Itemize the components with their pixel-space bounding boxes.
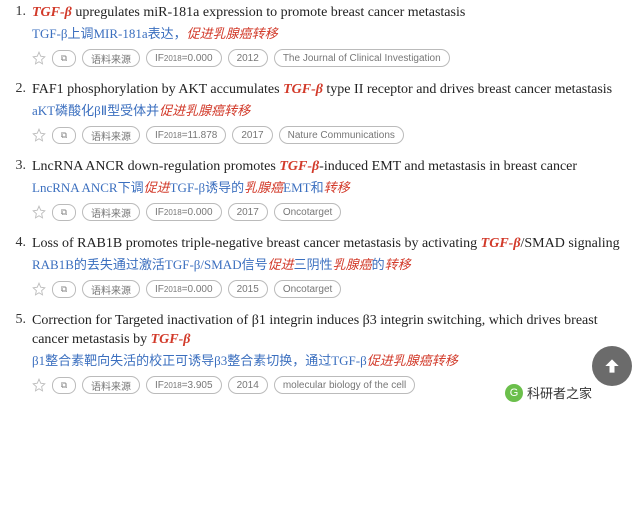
copy-icon[interactable]: ⧉	[52, 204, 76, 221]
star-icon[interactable]	[32, 205, 46, 219]
item-number: 4.	[8, 235, 32, 298]
result-item: 5.Correction for Targeted inactivation o…	[8, 312, 632, 394]
journal-pill[interactable]: The Journal of Clinical Investigation	[274, 49, 450, 67]
star-icon[interactable]	[32, 128, 46, 142]
year-pill: 2017	[232, 126, 272, 144]
copy-icon[interactable]: ⧉	[52, 127, 76, 144]
title-en[interactable]: Loss of RAB1B promotes triple-negative b…	[32, 235, 632, 254]
item-number: 5.	[8, 312, 32, 394]
impact-factor-pill: IF2018=0.000	[146, 49, 222, 67]
footer-logo-text: 科研者之家	[527, 383, 592, 402]
year-pill: 2017	[228, 203, 268, 221]
meta-row: ⧉ 语料来源 IF2018=0.000 2012 The Journal of Clin…	[32, 49, 632, 67]
journal-pill[interactable]: Oncotarget	[274, 203, 341, 221]
year-pill: 2012	[228, 49, 268, 67]
journal-pill[interactable]: Oncotarget	[274, 280, 341, 298]
copy-icon[interactable]: ⧉	[52, 281, 76, 298]
title-cn: TGF-β上调MIR-181a表达，促进乳腺癌转移	[32, 25, 632, 43]
year-pill: 2014	[228, 376, 268, 394]
source-pill[interactable]: 语料来源	[82, 203, 140, 221]
result-list: 1.TGF-β upregulates miR-181a expression …	[0, 0, 640, 412]
footer-logo-icon: G	[505, 384, 523, 402]
result-item: 4.Loss of RAB1B promotes triple-negative…	[8, 235, 632, 298]
journal-pill[interactable]: molecular biology of the cell	[274, 376, 415, 394]
meta-row: ⧉ 语料来源 IF2018=0.000 2015 Oncotarget	[32, 280, 632, 298]
impact-factor-pill: IF2018=3.905	[146, 376, 222, 394]
source-pill[interactable]: 语料来源	[82, 49, 140, 67]
result-item: 2.FAF1 phosphorylation by AKT accumulate…	[8, 81, 632, 144]
title-cn: aKT磷酸化βⅡ型受体并促进乳腺癌转移	[32, 102, 632, 120]
item-number: 1.	[8, 4, 32, 67]
source-pill[interactable]: 语料来源	[82, 280, 140, 298]
star-icon[interactable]	[32, 51, 46, 65]
source-pill[interactable]: 语料来源	[82, 376, 140, 394]
title-cn: RAB1B的丢失通过激活TGF-β/SMAD信号促进三阴性乳腺癌的转移	[32, 256, 632, 274]
scroll-top-button[interactable]	[592, 346, 632, 386]
footer-logo: G 科研者之家	[505, 383, 592, 402]
star-icon[interactable]	[32, 282, 46, 296]
item-number: 2.	[8, 81, 32, 144]
journal-pill[interactable]: Nature Communications	[279, 126, 404, 144]
title-cn: β1整合素靶向失活的校正可诱导β3整合素切换，通过TGF-β促进乳腺癌转移	[32, 352, 632, 370]
star-icon[interactable]	[32, 378, 46, 392]
meta-row: ⧉ 语料来源 IF2018=0.000 2017 Oncotarget	[32, 203, 632, 221]
copy-icon[interactable]: ⧉	[52, 377, 76, 394]
impact-factor-pill: IF2018=0.000	[146, 280, 222, 298]
copy-icon[interactable]: ⧉	[52, 50, 76, 67]
source-pill[interactable]: 语料来源	[82, 126, 140, 144]
year-pill: 2015	[228, 280, 268, 298]
result-item: 3.LncRNA ANCR down-regulation promotes T…	[8, 158, 632, 221]
title-en[interactable]: FAF1 phosphorylation by AKT accumulates …	[32, 81, 632, 100]
impact-factor-pill: IF2018=0.000	[146, 203, 222, 221]
title-en[interactable]: LncRNA ANCR down-regulation promotes TGF…	[32, 158, 632, 177]
item-number: 3.	[8, 158, 32, 221]
title-cn: LncRNA ANCR下调促进TGF-β诱导的乳腺癌EMT和转移	[32, 179, 632, 197]
title-en[interactable]: TGF-β upregulates miR-181a expression to…	[32, 4, 632, 23]
result-item: 1.TGF-β upregulates miR-181a expression …	[8, 4, 632, 67]
impact-factor-pill: IF2018=11.878	[146, 126, 226, 144]
meta-row: ⧉ 语料来源 IF2018=11.878 2017 Nature Communicati…	[32, 126, 632, 144]
title-en[interactable]: Correction for Targeted inactivation of …	[32, 312, 632, 350]
